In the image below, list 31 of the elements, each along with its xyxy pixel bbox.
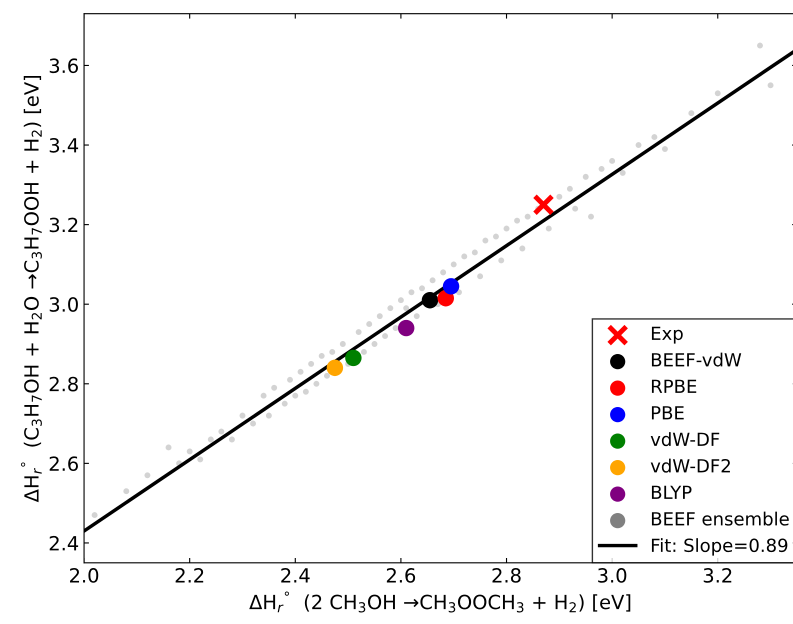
- x-tick-label: 2.6: [386, 568, 416, 583]
- text: ΔH$_{r}$$^{°}$ (2 CH$_{3}$OH →CH$_{3}$OOCH$_{3}$ + H$_{2}$) [eV]: [249, 592, 630, 612]
- y-tick-label: 3.4: [50, 138, 78, 153]
- legend-label: vdW-DF2: [650, 458, 730, 473]
- point: [422, 292, 438, 308]
- x-tick-label: 3.2: [704, 568, 732, 583]
- legend-label: Fit: Slope=0.89: [652, 538, 788, 556]
- legend-label: PBE: [652, 406, 684, 420]
- legend-label: RPBE: [652, 380, 696, 393]
- y-tick-label: 2.8: [50, 376, 78, 392]
- point: [345, 350, 362, 366]
- point: [442, 278, 460, 295]
- x-tick-label: 2.8: [492, 568, 521, 583]
- point: [326, 360, 344, 376]
- legend-label: BEEF ensemble: [652, 512, 789, 526]
- text: ΔH$_{r}$$^{°}$ (C$_{3}$H$_{7}$OH + H$_{2}$O →C$_{3}$H$_{7}$OOH + H$_{2}$) [eV]: [20, 76, 42, 502]
- point: [398, 320, 414, 336]
- point: [532, 194, 554, 216]
- y-tick-label: 3.6: [50, 58, 78, 74]
- legend-label: BEEF-vdW: [652, 352, 742, 367]
- x-tick-label: 2.2: [176, 568, 204, 582]
- x-tick-label: 2.4: [281, 568, 310, 582]
- x-tick-label: 3.0: [598, 568, 626, 583]
- x-tick-label: 2.0: [70, 568, 98, 583]
- legend-label: Exp: [652, 326, 683, 344]
- legend-label: BLYP: [652, 486, 692, 499]
- y-tick-label: 3.0: [50, 297, 78, 312]
- y-tick-label: 2.4: [50, 536, 78, 550]
- y-tick-label: 3.2: [50, 218, 78, 232]
- legend-label: vdW-DF: [650, 432, 720, 446]
- y-tick-label: 2.6: [50, 456, 78, 472]
